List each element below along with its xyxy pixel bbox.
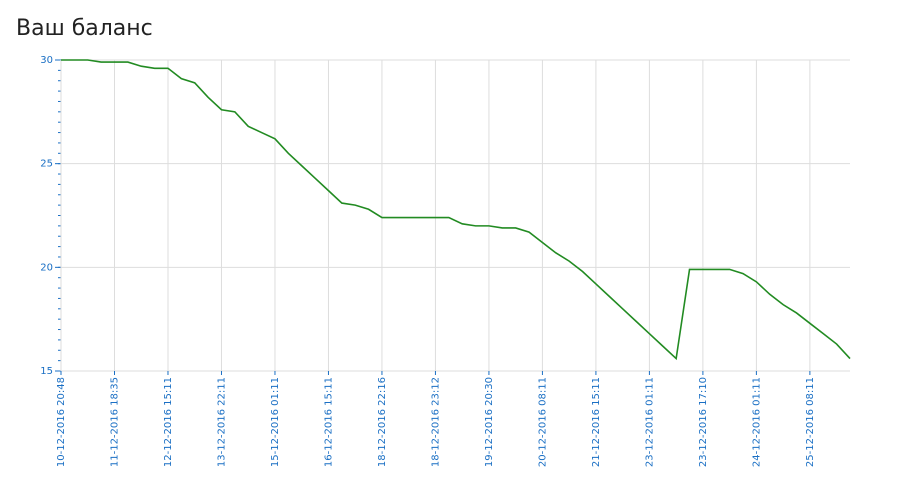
x-tick-label: 23-12-2016 01:11 [644, 377, 655, 467]
chart-title: Ваш баланс [16, 16, 153, 41]
balance-line [61, 59, 851, 361]
x-tick-label: 18-12-2016 22:16 [377, 377, 388, 467]
x-tick-label: 15-12-2016 01:11 [270, 377, 281, 467]
x-tick-label: 12-12-2016 15:11 [163, 377, 174, 467]
x-tick-label: 23-12-2016 17:10 [698, 377, 709, 467]
x-tick-label: 19-12-2016 20:30 [484, 377, 495, 467]
x-tick-label: 13-12-2016 22:11 [216, 377, 227, 467]
y-tick-label: 25 [40, 159, 53, 170]
y-tick-label: 20 [40, 262, 53, 273]
x-tick-label: 21-12-2016 15:11 [591, 377, 602, 467]
x-tick-label: 16-12-2016 15:11 [323, 377, 334, 467]
x-tick-label: 18-12-2016 23:12 [430, 377, 441, 467]
y-tick-label: 30 [40, 55, 53, 66]
x-tick-label: 25-12-2016 08:11 [805, 377, 816, 467]
x-tick-label: 11-12-2016 18:35 [109, 377, 120, 467]
x-tick-label: 24-12-2016 01:11 [751, 377, 762, 467]
x-tick-label: 20-12-2016 08:11 [537, 377, 548, 467]
x-tick-label: 10-12-2016 20:48 [56, 377, 67, 467]
y-tick-label: 15 [40, 366, 53, 377]
